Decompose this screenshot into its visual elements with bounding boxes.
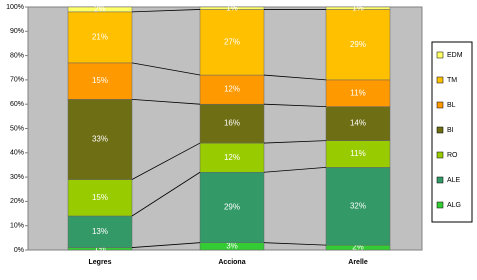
value-label: 16%: [224, 119, 240, 128]
y-tick-label: 20%: [10, 198, 24, 205]
value-label: 15%: [92, 76, 108, 85]
value-label: 33%: [92, 135, 108, 144]
series-connector: [131, 142, 201, 180]
bar-segment: [325, 140, 391, 168]
bar-segment: [67, 6, 133, 13]
series-connector: [131, 62, 201, 76]
legend-swatch: [436, 101, 444, 109]
bar-segment: [325, 167, 391, 246]
value-label: 21%: [92, 32, 108, 41]
value-label: 1%: [352, 3, 364, 12]
value-label: 1%: [94, 244, 106, 253]
legend-swatch: [436, 126, 444, 134]
legend-swatch: [436, 76, 444, 84]
y-tick-label: 80%: [10, 52, 24, 59]
value-label: 14%: [350, 119, 366, 128]
value-label: 12%: [224, 153, 240, 162]
value-label: 2%: [352, 243, 364, 252]
value-label: 11%: [350, 88, 365, 97]
value-label: 1%: [226, 3, 238, 12]
value-label: 3%: [226, 241, 238, 250]
series-connector: [263, 74, 327, 81]
bar-segment: [325, 79, 391, 107]
series-connector: [131, 9, 201, 13]
bar-segment: [325, 6, 391, 10]
value-label: 12%: [224, 85, 240, 94]
value-label: 29%: [224, 203, 240, 212]
legend-label: ALE: [447, 177, 461, 184]
bar-segment: [325, 9, 391, 81]
bar-segment: [199, 74, 265, 105]
x-tick-label: Arelle: [348, 259, 368, 266]
series-connector: [131, 242, 201, 248]
bar-segment: [199, 6, 265, 10]
bar-segment: [325, 106, 391, 141]
legend-swatch: [436, 201, 444, 209]
y-tick-label: 90%: [10, 28, 24, 35]
bar-segment: [67, 99, 133, 180]
y-tick-label: 0%: [14, 247, 24, 254]
series-connector: [131, 98, 201, 105]
value-label: 27%: [224, 37, 240, 46]
legend-label: RO: [447, 152, 458, 159]
bar-segment: [67, 215, 133, 248]
value-label: 29%: [350, 40, 366, 49]
x-tick-label: Acciona: [218, 259, 245, 266]
y-tick-label: 50%: [10, 125, 24, 132]
series-connector: [263, 242, 327, 246]
x-tick-label: Legres: [89, 259, 112, 266]
series-connector: [263, 140, 327, 144]
y-tick-label: 60%: [10, 101, 24, 108]
bar-segment: [199, 171, 265, 243]
y-tick-label: 10%: [10, 223, 24, 230]
series-connector: [131, 171, 201, 217]
bar-segment: [199, 9, 265, 76]
legend-label: EDM: [447, 52, 463, 59]
legend-swatch: [436, 151, 444, 159]
bar-segment: [199, 103, 265, 144]
legend-label: BI: [447, 127, 454, 134]
value-label: 11%: [350, 149, 365, 158]
bar-segment: [199, 142, 265, 173]
bar-segment: [67, 11, 133, 64]
series-connector: [263, 166, 327, 173]
bar-segment: [67, 62, 133, 100]
series-connector: [263, 103, 327, 108]
value-label: 2%: [94, 5, 106, 14]
y-tick-label: 30%: [10, 174, 24, 181]
legend-label: BL: [447, 102, 456, 109]
legend-label: TM: [447, 77, 457, 84]
y-tick-label: 40%: [10, 150, 24, 157]
legend-label: ALG: [447, 202, 461, 209]
y-tick-label: 70%: [10, 77, 24, 84]
value-label: 13%: [92, 227, 108, 236]
value-label: 15%: [92, 193, 108, 202]
value-label: 32%: [350, 201, 366, 210]
legend-swatch: [436, 176, 444, 184]
bar-segment: [67, 179, 133, 217]
legend-swatch: [436, 51, 444, 59]
y-tick-label: 100%: [6, 4, 24, 11]
